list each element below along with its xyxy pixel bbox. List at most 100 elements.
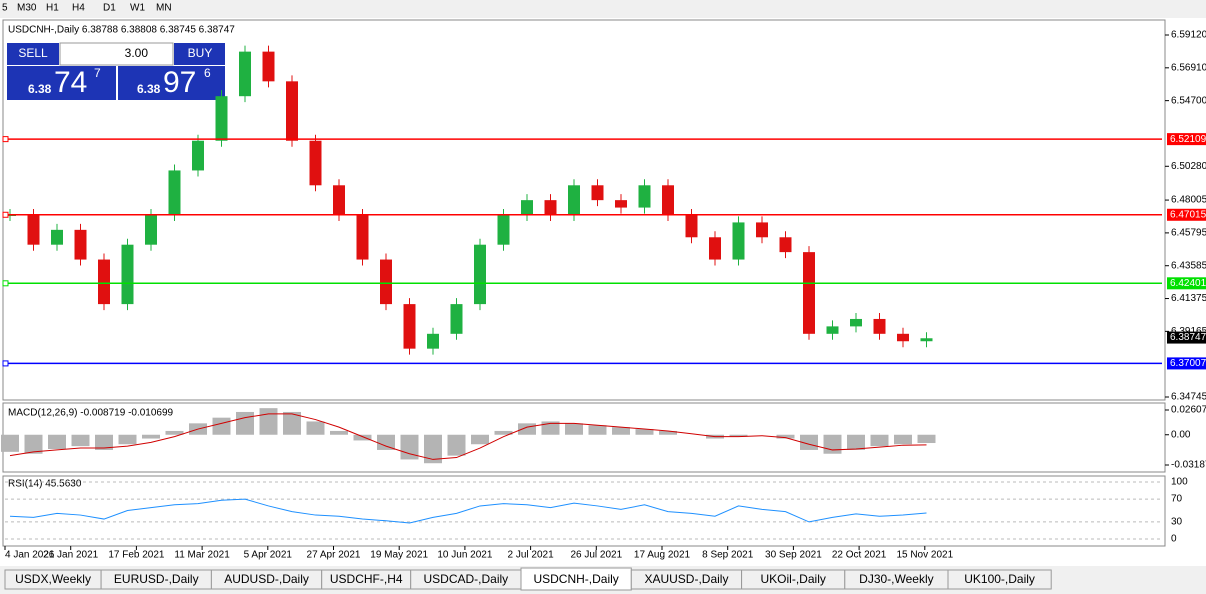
macd-tick-label: 0.00 (1171, 429, 1191, 440)
level-label-box (1167, 133, 1206, 146)
candle (850, 318, 862, 327)
macd-bar (541, 421, 560, 435)
level-label-box (1167, 208, 1206, 221)
candle (74, 229, 87, 260)
level-anchor (2, 360, 9, 367)
candle (333, 185, 345, 215)
macd-bar (400, 434, 419, 460)
level-anchor (2, 136, 9, 143)
rsi-tick-label: 30 (1171, 517, 1183, 528)
candle (192, 140, 204, 171)
level-label: 6.47015 (1170, 209, 1206, 220)
candle (239, 51, 251, 97)
macd-bar (1, 434, 19, 452)
macd-bar (800, 434, 818, 450)
level-label: 6.42401 (1170, 278, 1206, 289)
level-label-box (1167, 357, 1206, 370)
candle (450, 304, 463, 334)
sell-pip: 7 (94, 66, 101, 80)
level-label-box (1167, 277, 1206, 290)
date-label: 19 May 2021 (370, 550, 428, 561)
tab-label: USDCAD-,Daily (424, 572, 509, 586)
level-anchor (2, 211, 9, 218)
macd-bar (729, 434, 748, 437)
tab-label: USDX,Weekly (15, 572, 91, 586)
rsi-panel (2, 475, 1166, 547)
price-tick-label: 6.50280 (1171, 161, 1206, 172)
macd-bar (71, 434, 90, 447)
macd-signal (9, 413, 927, 460)
macd-bar (24, 434, 43, 454)
date-label: 10 Jun 2021 (437, 550, 492, 561)
lot-input[interactable] (59, 42, 174, 66)
macd-bar (212, 417, 231, 435)
macd-bar (847, 434, 865, 450)
timeframe-button[interactable]: D1 (103, 3, 116, 14)
candle (121, 244, 134, 305)
timeframe-button[interactable]: 5 (2, 3, 8, 14)
macd-bar (635, 429, 654, 435)
date-label: 2 Jul 2021 (508, 550, 555, 561)
timeframe-button[interactable]: M30 (17, 3, 37, 14)
tab-label: AUDUSD-,Daily (224, 572, 309, 586)
macd-bar (565, 423, 583, 435)
candle (380, 259, 392, 305)
toolbar (0, 0, 1206, 18)
lot-value: 3.00 (125, 46, 149, 60)
rsi-tick-label: 100 (1171, 477, 1188, 488)
macd-label: MACD(12,26,9) -0.008719 -0.010699 (8, 408, 174, 419)
current-price-box (1167, 331, 1206, 344)
macd-bar (870, 434, 889, 447)
candle (873, 318, 886, 334)
candle (309, 140, 322, 186)
candle (568, 185, 580, 215)
timeframe-button[interactable]: H1 (46, 3, 59, 14)
macd-bar (48, 434, 66, 449)
candle (685, 214, 698, 238)
buy-big: 6.38 (137, 82, 161, 96)
level-label: 6.37007 (1170, 358, 1206, 369)
buy-button[interactable] (174, 43, 225, 65)
timeframe-button[interactable]: MN (156, 3, 172, 14)
macd-bar (518, 423, 536, 435)
tab-label: USDCNH-,Daily (533, 572, 618, 586)
candle (27, 214, 40, 245)
macd-bar (588, 425, 607, 435)
buy-main: 97 (163, 66, 196, 99)
sell-big: 6.38 (28, 82, 52, 96)
macd-bar (823, 434, 842, 454)
timeframe-button[interactable]: W1 (130, 3, 145, 14)
buy-price-box[interactable] (118, 66, 225, 100)
date-label: 5 Apr 2021 (244, 550, 293, 561)
tab[interactable] (947, 569, 1052, 590)
macd-bar (894, 434, 912, 445)
sell-button[interactable] (7, 43, 59, 65)
date-label: 26 Jan 2021 (43, 550, 98, 561)
tab-label: EURUSD-,Daily (114, 572, 199, 586)
rsi-tick-label: 70 (1171, 494, 1183, 505)
macd-bar (353, 434, 372, 441)
price-tick-label: 6.48005 (1171, 195, 1206, 206)
candle (356, 214, 369, 260)
date-label: 15 Nov 2021 (896, 550, 953, 561)
level-anchor (2, 280, 9, 287)
macd-bar (447, 434, 466, 456)
candle (826, 326, 839, 334)
candle (920, 338, 933, 342)
macd-bar (95, 434, 113, 450)
candle (591, 185, 604, 201)
sell-price-box[interactable] (7, 66, 116, 100)
candle (615, 200, 627, 208)
candle (145, 214, 157, 245)
buy-label: BUY (188, 46, 213, 60)
date-label: 22 Oct 2021 (832, 550, 887, 561)
candle (262, 51, 275, 82)
macd-bar (142, 434, 160, 439)
macd-bar (283, 411, 301, 435)
candle (897, 333, 909, 342)
price-tick-label: 6.43585 (1171, 260, 1206, 271)
candle (474, 244, 486, 305)
candle (427, 333, 439, 349)
price-tick-label: 6.34745 (1171, 392, 1206, 403)
timeframe-button[interactable]: H4 (72, 3, 85, 14)
